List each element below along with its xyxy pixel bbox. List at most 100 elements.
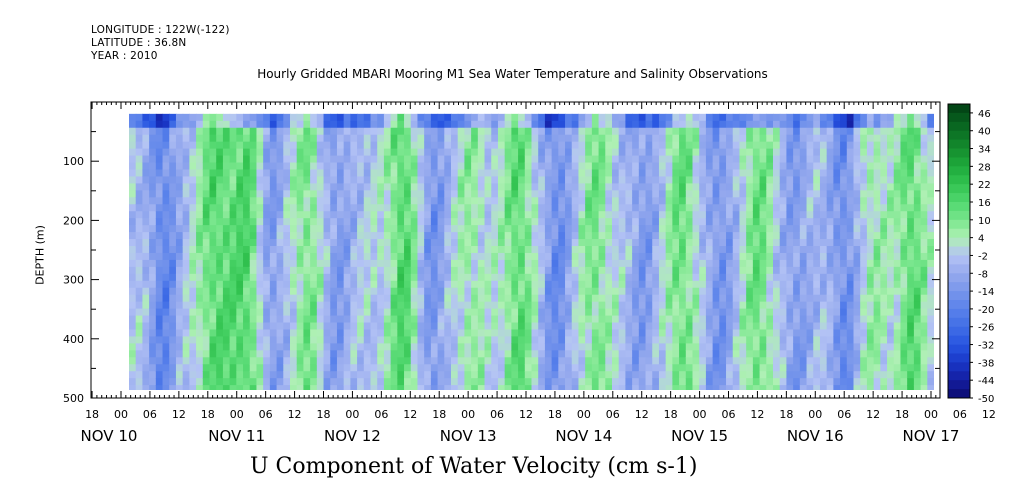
heatmap-cell	[887, 141, 895, 150]
heatmap-cell	[538, 378, 546, 386]
heatmap-cell	[699, 385, 707, 390]
heatmap-cell	[390, 378, 398, 386]
heatmap-cell	[692, 357, 700, 365]
heatmap-cell	[746, 239, 754, 247]
heatmap-cell	[786, 246, 794, 254]
heatmap-cell	[263, 218, 271, 226]
heatmap-cell	[370, 357, 378, 365]
heatmap-cell	[531, 232, 539, 240]
heatmap-cell	[377, 169, 385, 178]
heatmap-cell	[290, 148, 298, 157]
heatmap-cell	[806, 371, 814, 379]
heatmap-cell	[135, 329, 144, 338]
heatmap-cell	[296, 232, 305, 240]
heatmap-cell	[451, 350, 459, 358]
heatmap-cell	[565, 315, 573, 324]
heatmap-cell	[625, 364, 633, 372]
heatmap-cell	[370, 155, 378, 164]
heatmap-cell	[209, 252, 217, 261]
heatmap-cell	[511, 287, 519, 296]
heatmap-cell	[209, 162, 217, 171]
heatmap-cell	[256, 266, 264, 275]
heatmap-cell	[752, 322, 761, 331]
heatmap-cell	[846, 259, 855, 268]
heatmap-cell	[612, 113, 620, 122]
heatmap-cell	[544, 148, 553, 157]
heatmap-cell	[303, 343, 311, 351]
heatmap-cell	[497, 148, 506, 157]
heatmap-cell	[538, 246, 546, 254]
heatmap-cell	[645, 308, 653, 317]
heatmap-cell	[437, 113, 445, 122]
heatmap-cell	[819, 378, 828, 386]
heatmap-cell	[565, 127, 573, 136]
heatmap-cell	[336, 378, 345, 386]
heatmap-cell	[773, 336, 781, 344]
heatmap-cell	[276, 197, 284, 205]
heatmap-cell	[390, 141, 398, 150]
heatmap-cell	[222, 350, 231, 358]
heatmap-cell	[310, 169, 318, 178]
heatmap-cell	[524, 134, 533, 143]
heatmap-cell	[853, 169, 861, 178]
heatmap-cell	[806, 259, 814, 268]
heatmap-cell	[363, 294, 372, 303]
heatmap-cell	[565, 364, 573, 372]
heatmap-cell	[826, 301, 834, 310]
heatmap-cell	[860, 141, 868, 150]
heatmap-cell	[189, 162, 197, 171]
heatmap-cell	[222, 294, 231, 303]
heatmap-cell	[343, 301, 351, 310]
heatmap-cell	[773, 162, 781, 171]
heatmap-cell	[511, 259, 519, 268]
heatmap-cell	[813, 301, 821, 310]
heatmap-cell	[350, 120, 358, 129]
heatmap-cell	[397, 162, 405, 171]
heatmap-cell	[840, 308, 848, 317]
heatmap-cell	[840, 113, 848, 122]
heatmap-cell	[497, 266, 506, 275]
heatmap-cell	[142, 280, 150, 289]
heatmap-cell	[893, 329, 902, 338]
heatmap-cell	[491, 134, 499, 143]
heatmap-cell	[786, 218, 794, 226]
heatmap-cell	[679, 134, 687, 143]
heatmap-cell	[612, 273, 620, 282]
heatmap-cell	[672, 127, 680, 136]
heatmap-cell	[370, 197, 378, 205]
heatmap-cell	[135, 239, 144, 247]
heatmap-cell	[464, 322, 472, 331]
heatmap-cell	[766, 155, 774, 164]
heatmap-cell	[860, 287, 868, 296]
heatmap-cell	[692, 315, 700, 324]
heatmap-cell	[746, 371, 754, 379]
heatmap-cell	[424, 343, 432, 351]
heatmap-cell	[840, 134, 848, 143]
heatmap-cell	[484, 385, 492, 390]
heatmap-cell	[357, 218, 365, 226]
heatmap-cell	[451, 371, 459, 379]
heatmap-cell	[263, 148, 271, 157]
heatmap-cell	[457, 211, 466, 219]
heatmap-cell	[135, 252, 144, 261]
heatmap-cell	[357, 246, 365, 254]
heatmap-cell	[759, 127, 767, 136]
heatmap-cell	[880, 113, 888, 122]
heatmap-cell	[484, 197, 492, 205]
heatmap-cell	[813, 113, 821, 122]
heatmap-cell	[759, 225, 767, 233]
heatmap-cell	[779, 113, 788, 122]
heatmap-cell	[484, 134, 492, 143]
heatmap-cell	[256, 252, 264, 261]
heatmap-cell	[370, 211, 378, 219]
heatmap-cell	[873, 273, 881, 282]
heatmap-cell	[149, 280, 157, 289]
heatmap-cell	[819, 371, 828, 379]
heatmap-cell	[323, 322, 331, 331]
heatmap-cell	[591, 308, 600, 317]
heatmap-cell	[162, 246, 170, 254]
heatmap-cell	[330, 211, 338, 219]
heatmap-cell	[209, 190, 217, 198]
heatmap-cell	[705, 134, 714, 143]
heatmap-cell	[652, 322, 660, 331]
